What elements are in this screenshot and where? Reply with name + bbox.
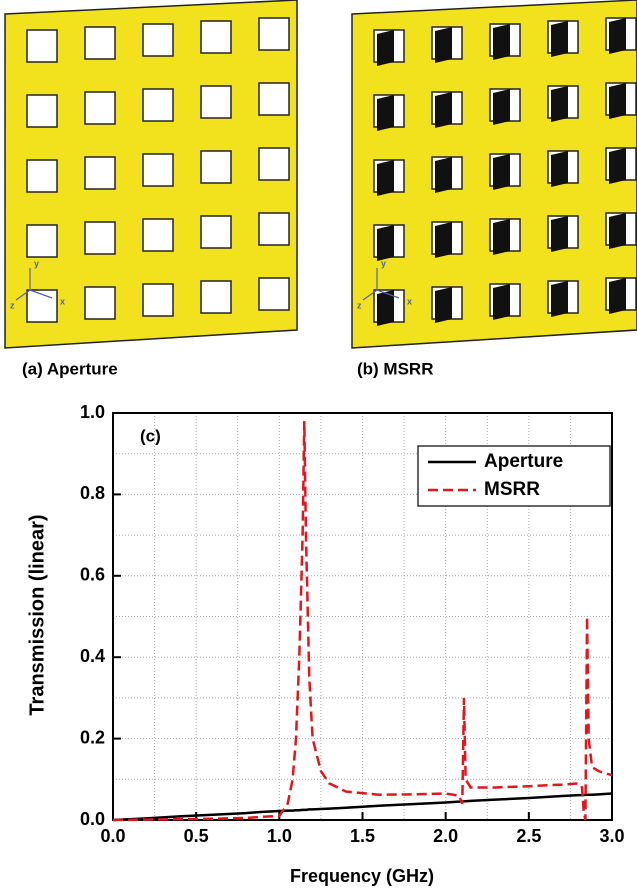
hole — [259, 18, 289, 50]
y-tick-label: 0.4 — [80, 646, 105, 666]
hole — [27, 95, 57, 127]
ring — [377, 225, 394, 261]
y-tick-label: 0.2 — [80, 727, 105, 747]
triad-label: x — [60, 296, 65, 306]
hole — [85, 222, 115, 254]
hole — [259, 148, 289, 180]
ring — [609, 278, 626, 314]
hole — [143, 219, 173, 251]
x-tick-label: 3.0 — [599, 826, 624, 846]
hole — [143, 24, 173, 56]
x-axis-label: Frequency (GHz) — [290, 866, 434, 886]
triad-label: z — [357, 300, 362, 310]
triad-label: y — [381, 258, 386, 268]
hole — [201, 86, 231, 118]
legend-label: MSRR — [484, 479, 540, 500]
chart-title: (c) — [140, 426, 161, 445]
hole — [85, 92, 115, 124]
hole — [85, 27, 115, 59]
ring — [493, 154, 510, 190]
hole — [85, 157, 115, 189]
ring — [609, 18, 626, 54]
ring — [609, 213, 626, 249]
ring — [493, 89, 510, 125]
hole — [143, 284, 173, 316]
triad-label: y — [34, 258, 39, 268]
y-axis-label: Transmission (linear) — [26, 514, 48, 715]
x-tick-label: 2.5 — [516, 826, 541, 846]
ring — [551, 281, 568, 317]
ring — [493, 24, 510, 60]
hole — [143, 89, 173, 121]
triad-label: z — [10, 300, 15, 310]
ring — [435, 222, 452, 258]
ring — [609, 83, 626, 119]
hole — [85, 287, 115, 319]
hole — [27, 30, 57, 62]
panel-label: (b) MSRR — [357, 359, 433, 378]
ring — [551, 216, 568, 252]
hole — [143, 154, 173, 186]
hole — [259, 278, 289, 310]
hole — [201, 216, 231, 248]
hole — [27, 225, 57, 257]
y-tick-label: 0.6 — [80, 565, 105, 585]
x-tick-label: 1.5 — [350, 826, 375, 846]
x-tick-label: 2.0 — [433, 826, 458, 846]
ring — [377, 30, 394, 66]
x-tick-label: 1.0 — [267, 826, 292, 846]
panel-label: (a) Aperture — [22, 359, 118, 378]
y-tick-label: 0.8 — [80, 483, 105, 503]
figure: y z x y z x (a) Aperture (b) MSRR (c) Frequen… — [0, 0, 637, 890]
ring — [551, 151, 568, 187]
legend-label: Aperture — [484, 451, 563, 472]
triad-label: x — [407, 296, 412, 306]
ring — [377, 160, 394, 196]
hole — [201, 281, 231, 313]
hole — [201, 151, 231, 183]
ring — [551, 86, 568, 122]
panels: y z x y z x — [5, 0, 637, 348]
ring — [435, 27, 452, 63]
ring — [609, 148, 626, 184]
ring — [435, 287, 452, 323]
ring — [493, 284, 510, 320]
y-tick-label: 1.0 — [80, 402, 105, 422]
x-tick-label: 0.0 — [100, 826, 125, 846]
ring — [377, 95, 394, 131]
ring — [435, 92, 452, 128]
hole — [27, 160, 57, 192]
hole — [259, 83, 289, 115]
ring — [435, 157, 452, 193]
hole — [201, 21, 231, 53]
y-tick-label: 0.0 — [80, 809, 105, 829]
hole — [259, 213, 289, 245]
ring — [551, 21, 568, 57]
ring — [493, 219, 510, 255]
x-tick-label: 0.5 — [184, 826, 209, 846]
